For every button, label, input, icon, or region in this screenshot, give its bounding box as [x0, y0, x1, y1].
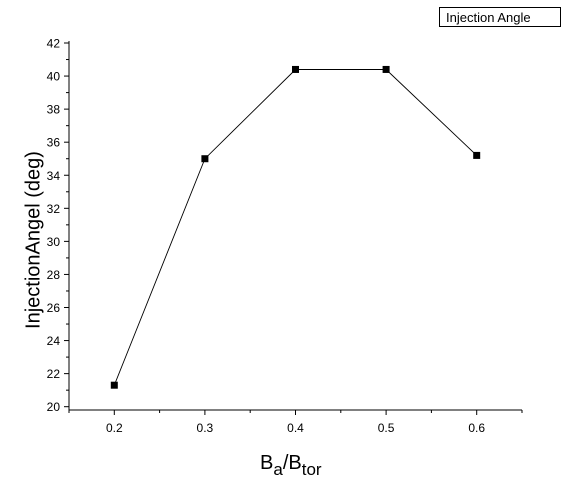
x-tick-label: 0.2 [106, 421, 123, 435]
data-point [292, 65, 299, 73]
x-label-base-2: B [288, 452, 302, 474]
y-tick-label: 22 [47, 367, 61, 381]
y-tick-label: 28 [47, 268, 61, 282]
data-point [382, 65, 390, 73]
legend: Injection Angle [439, 7, 561, 27]
series-line [113, 69, 478, 386]
data-point [201, 155, 209, 163]
ticks: 20 22 24 26 28 30 32 34 36 38 40 42 0.2 0.3 0.4 0.5 0.6 [47, 37, 523, 435]
x-label-sub-1: a [273, 460, 283, 479]
y-tick-label: 38 [47, 103, 61, 117]
y-tick-label: 30 [47, 235, 61, 249]
y-tick-label: 32 [47, 202, 61, 216]
x-label-sub-2: tor [301, 460, 322, 479]
y-axis-label: InjectionAngel (deg) [22, 151, 45, 329]
x-tick-label: 0.5 [378, 421, 395, 435]
x-tick-label: 0.6 [468, 421, 485, 435]
x-axis-label: Ba/Btor [260, 452, 322, 480]
legend-label: Injection Angle [446, 10, 531, 25]
series-injection-angle [110, 65, 481, 389]
x-label-separator: / [282, 452, 289, 474]
y-tick-label: 34 [47, 169, 61, 183]
x-label-base-1: B [260, 452, 274, 474]
y-tick-label: 20 [47, 400, 61, 414]
data-point [110, 381, 118, 389]
x-tick-label: 0.4 [287, 421, 304, 435]
axes [68, 41, 522, 411]
x-tick-label: 0.3 [197, 421, 214, 435]
y-tick-label: 36 [47, 136, 61, 150]
y-tick-label: 24 [47, 334, 61, 348]
data-point [473, 151, 481, 159]
y-tick-label: 42 [47, 37, 61, 51]
y-tick-label: 40 [47, 70, 61, 84]
y-tick-label: 26 [47, 301, 61, 315]
